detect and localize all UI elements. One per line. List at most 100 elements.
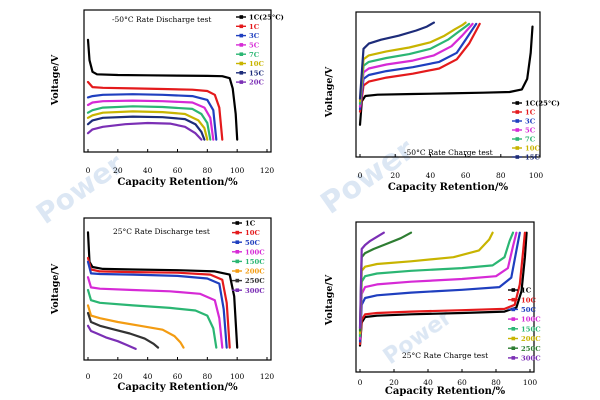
chart-panel-3: 0 20 40 60 80 100 120 Capacity Retention/% Volta… <box>50 217 275 393</box>
chart-title: -50°C Rate Discharge test <box>112 15 211 24</box>
legend-label: 1C <box>245 220 256 228</box>
legend-marker <box>515 146 520 150</box>
x-tick-label: 20 <box>113 372 123 381</box>
legend-marker <box>511 327 516 331</box>
series-line-1c <box>358 22 481 113</box>
legend-marker <box>235 221 240 225</box>
x-tick-label: 20 <box>390 171 400 180</box>
x-tick-label: 60 <box>173 372 183 381</box>
legend-marker <box>511 297 516 302</box>
legend-label: 1C(25°C) <box>525 100 560 108</box>
x-tick-label: 40 <box>423 378 433 387</box>
chart-panel-1: 0 20 40 60 80 100 120 Capacity Retention/% Volta… <box>50 9 284 188</box>
x-tick-label: 20 <box>389 378 399 387</box>
legend-label: 300C <box>521 355 541 363</box>
legend-marker <box>239 61 244 66</box>
legend-marker <box>235 230 240 235</box>
series-line-15c <box>358 21 435 100</box>
legend-label: 300C <box>245 287 265 295</box>
series-line-50c <box>86 260 228 349</box>
x-axis-label: Capacity Retention/% <box>385 386 506 397</box>
legend-marker <box>511 317 516 321</box>
legend-label: 250C <box>521 345 541 353</box>
legend-label: 10C <box>249 60 264 68</box>
legend-marker <box>235 250 240 254</box>
legend-label: 15C <box>525 154 540 162</box>
legend-marker <box>515 110 520 114</box>
series-line-1c <box>358 231 528 347</box>
series-line-1c <box>86 80 224 141</box>
legend-marker <box>235 269 240 273</box>
legend-marker <box>239 80 244 84</box>
legend-label: 3C <box>249 32 260 40</box>
y-axis-label: Voltage/V <box>324 66 335 118</box>
series-line-1c25c <box>358 25 534 126</box>
x-tick-label: 60 <box>173 166 183 175</box>
x-tick-label: 0 <box>86 372 91 381</box>
legend-label: 15C <box>249 69 264 77</box>
legend-label: 1C <box>521 287 532 295</box>
legend-marker <box>239 71 244 75</box>
y-axis-label: Voltage/V <box>50 263 61 315</box>
legend-label: 10C <box>521 296 536 304</box>
legend-marker <box>239 24 244 29</box>
legend-marker <box>511 346 516 350</box>
series-line-10c <box>86 256 231 349</box>
plot-frame <box>355 11 541 158</box>
legend-label: 20C <box>249 79 264 87</box>
x-tick-label: 40 <box>143 372 153 381</box>
legend-label: 10C <box>525 145 540 153</box>
legend-marker <box>239 33 244 38</box>
legend-label: 5C <box>525 127 536 135</box>
legend-label: 200C <box>521 335 541 343</box>
series-line-200c <box>86 304 185 349</box>
x-tick-label: 100 <box>523 378 538 387</box>
series-line-10c <box>86 110 209 141</box>
x-tick-label: 80 <box>496 171 506 180</box>
series-line-10c <box>358 231 527 346</box>
chart-title: -50°C Rate Charge test <box>404 148 493 157</box>
series-line-1c25c <box>86 38 239 141</box>
series-line-10c <box>358 21 467 103</box>
legend-label: 7C <box>525 136 536 144</box>
legend-label: 100C <box>521 316 541 324</box>
legend-marker <box>511 288 516 292</box>
x-tick-label: 120 <box>260 372 275 381</box>
legend-marker <box>511 336 516 341</box>
legend-marker <box>515 155 520 159</box>
series-line-200c <box>358 231 494 335</box>
series-line-5c <box>86 99 215 141</box>
x-tick-label: 0 <box>358 171 363 180</box>
x-axis-label: Capacity Retention/% <box>117 382 238 393</box>
legend-label: 200C <box>245 268 265 276</box>
series-line-5c <box>358 22 474 108</box>
plot-frame <box>355 221 535 373</box>
x-tick-label: 80 <box>491 378 501 387</box>
legend-marker <box>235 278 240 283</box>
x-tick-label: 100 <box>529 171 544 180</box>
x-tick-label: 60 <box>461 171 471 180</box>
legend-marker <box>515 137 520 141</box>
legend-label: 1C <box>525 109 536 117</box>
legend-label: 3C <box>525 118 536 126</box>
series-line-3c <box>358 22 478 111</box>
chart-title: 25°C Rate Discharge test <box>113 227 210 236</box>
series-line-150c <box>86 288 218 349</box>
y-axis-label: Voltage/V <box>324 274 335 326</box>
chart-title: 25°C Rate Charge test <box>402 351 488 360</box>
legend-label: 1C <box>249 23 260 31</box>
legend-marker <box>235 259 240 264</box>
x-tick-label: 80 <box>203 166 213 175</box>
series-line-20c <box>86 121 203 141</box>
legend-label: 150C <box>245 258 265 266</box>
x-tick-label: 40 <box>426 171 436 180</box>
legend-label: 50C <box>245 239 260 247</box>
legend-marker <box>239 43 244 47</box>
series-line-100c <box>358 231 518 340</box>
series-line-100c <box>86 276 224 349</box>
legend-marker <box>511 307 516 312</box>
series-line-3c <box>86 93 218 141</box>
x-tick-label: 120 <box>260 166 275 175</box>
legend-marker <box>239 15 244 19</box>
